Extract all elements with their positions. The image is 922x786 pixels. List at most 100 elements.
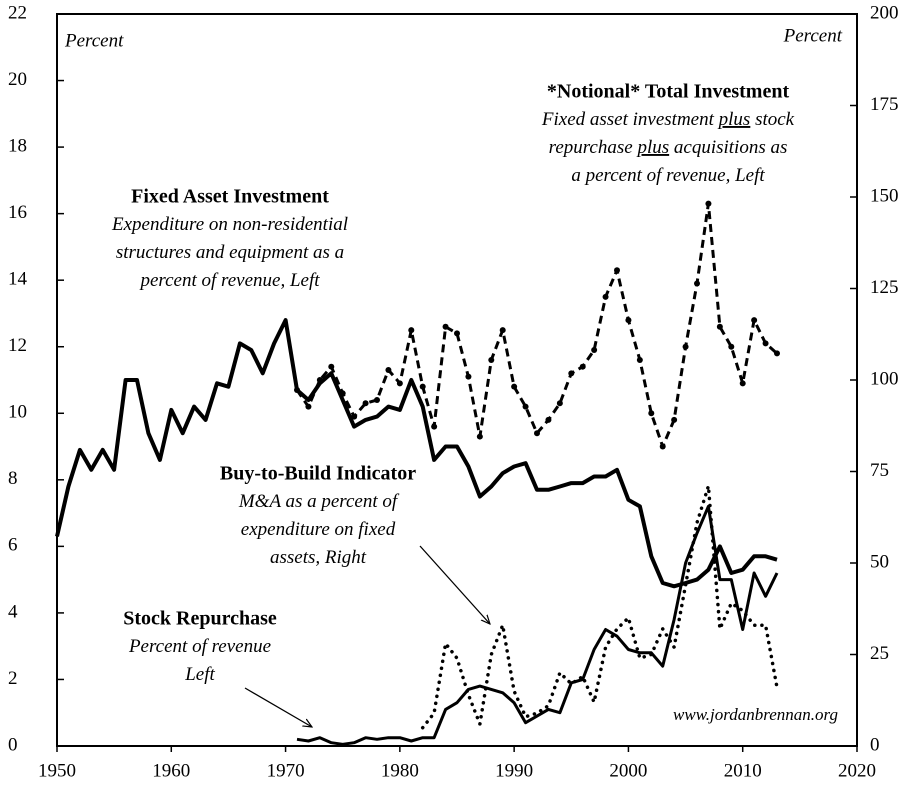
annotation-line: percent of revenue, Left — [138, 270, 320, 291]
series-marker — [556, 400, 563, 407]
series-line — [420, 484, 779, 730]
series-marker — [602, 293, 609, 300]
y-tick-label: 2 — [8, 668, 18, 689]
series-marker — [534, 430, 540, 437]
y2-tick-label: 0 — [870, 734, 880, 755]
annotation-line: a percent of revenue, Left — [571, 165, 765, 186]
y2-axis-label: Percent — [783, 25, 843, 46]
y-tick-label: 16 — [8, 202, 27, 223]
series-marker — [396, 380, 403, 387]
series-marker — [625, 317, 632, 324]
series-marker — [636, 357, 643, 364]
series-marker — [362, 400, 369, 407]
series-marker — [431, 423, 438, 430]
annotation-text: acquisitions as — [669, 137, 787, 158]
series-marker — [545, 416, 552, 423]
annotation-text: plus — [635, 137, 669, 158]
y2-tick-label: 100 — [870, 368, 899, 389]
annotation-line: expenditure on fixed — [241, 519, 396, 540]
series-marker — [705, 200, 712, 207]
series-marker — [671, 416, 678, 423]
series-line — [295, 202, 778, 448]
x-tick-label: 2000 — [609, 760, 647, 781]
series-marker — [728, 343, 735, 350]
series-marker — [316, 377, 323, 383]
y-tick-label: 12 — [8, 335, 27, 356]
series-marker — [454, 330, 460, 337]
y-tick-label: 20 — [8, 69, 27, 90]
annotation-text: Left — [184, 664, 215, 685]
annotation-line: Fixed asset investment plus stock — [541, 109, 795, 130]
x-tick-label: 2020 — [838, 760, 876, 781]
series-marker — [442, 323, 449, 330]
annotation-title: Fixed Asset Investment — [131, 186, 329, 208]
annotation-title: Buy-to-Build Indicator — [220, 463, 416, 485]
annotation-text: a percent of revenue, Left — [571, 165, 765, 186]
annotation-line: Left — [184, 664, 215, 685]
series-marker — [762, 340, 769, 347]
series-marker — [476, 433, 483, 440]
annotation-title: *Notional* Total Investment — [547, 81, 790, 103]
series-marker — [374, 396, 380, 403]
annotation-text: Percent of revenue — [128, 636, 271, 657]
x-tick-label: 1960 — [152, 760, 190, 781]
annotation-line: assets, Right — [270, 547, 367, 568]
series-marker — [294, 386, 300, 393]
series-marker — [488, 357, 495, 364]
y2-tick-label: 200 — [870, 2, 899, 23]
source: www.jordanbrennan.org — [673, 705, 838, 724]
series-marker — [591, 347, 598, 354]
series-marker — [648, 410, 655, 417]
y-tick-label: 14 — [8, 269, 28, 290]
annotation-text: structures and equipment as a — [116, 242, 344, 263]
y2-tick-label: 50 — [870, 551, 889, 572]
annotation-text: M&A as a percent of — [238, 491, 400, 512]
series-marker — [511, 383, 518, 390]
annotation-line: structures and equipment as a — [116, 242, 344, 263]
y-tick-label: 8 — [8, 468, 18, 489]
series-marker — [659, 443, 666, 450]
y2-tick-label: 175 — [870, 94, 899, 115]
series-marker — [694, 280, 700, 287]
series-marker — [419, 383, 426, 390]
x-tick-label: 1970 — [267, 760, 305, 781]
series-marker — [774, 350, 780, 357]
x-tick-label: 2010 — [724, 760, 762, 781]
annotation-line: M&A as a percent of — [238, 491, 400, 512]
y2-tick-label: 150 — [870, 185, 899, 206]
annotation-text: assets, Right — [270, 547, 367, 568]
series-marker — [739, 380, 746, 387]
annotation-line: Expenditure on non-residential — [111, 214, 348, 235]
y-axis-label: Percent — [64, 30, 124, 51]
y-tick-label: 4 — [8, 601, 18, 622]
series-marker — [465, 373, 472, 380]
series-marker — [351, 413, 358, 420]
annotation-text: Expenditure on non-residential — [111, 214, 348, 235]
x-tick-label: 1950 — [38, 760, 76, 781]
annotation-text: repurchase — [549, 137, 638, 158]
annotation-text: plus — [717, 109, 751, 130]
annotation-text: percent of revenue, Left — [138, 270, 320, 291]
y2-tick-label: 25 — [870, 643, 889, 664]
y-tick-label: 18 — [8, 135, 27, 156]
annotation-text: Fixed asset investment — [541, 109, 719, 130]
series-marker — [522, 403, 529, 410]
series-line — [55, 318, 778, 589]
x-tick-label: 1990 — [495, 760, 533, 781]
x-tick-label: 1980 — [381, 760, 419, 781]
series-marker — [716, 323, 723, 330]
series-marker — [305, 403, 312, 410]
annotation-line: Percent of revenue — [128, 636, 271, 657]
series-marker — [751, 317, 758, 324]
series-marker — [328, 363, 335, 370]
y-tick-label: 6 — [8, 535, 18, 556]
series-marker — [614, 267, 620, 274]
series-marker — [682, 343, 689, 350]
y2-tick-label: 75 — [870, 460, 889, 481]
series-marker — [568, 370, 575, 377]
arrow — [244, 687, 312, 727]
series-marker — [499, 327, 506, 334]
y-tick-label: 10 — [8, 402, 27, 423]
